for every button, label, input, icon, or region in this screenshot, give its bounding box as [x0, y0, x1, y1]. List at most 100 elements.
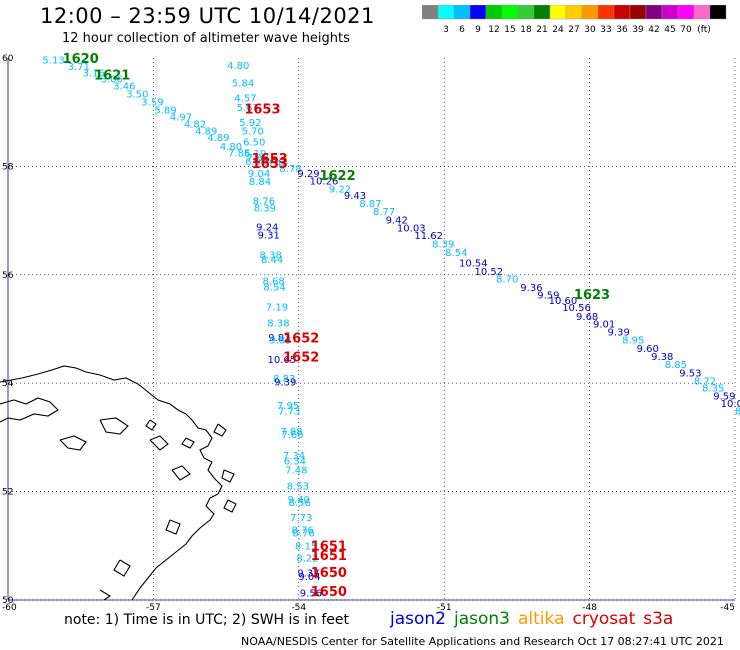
wave-height-value: 9.59 [537, 291, 559, 302]
wave-height-value: 7.88 [246, 153, 268, 164]
wave-height-value: 8.40 [266, 158, 288, 169]
wave-height-value: 4.89 [195, 126, 217, 137]
time-labels: 162016211653165316531622165216521623162-… [63, 52, 611, 600]
wave-height-value: 3.59 [141, 98, 163, 109]
legend-swatch [709, 5, 727, 20]
footer-note: note: 1) Time is in UTC; 2) SWH is in fe… [64, 612, 350, 628]
wave-height-value: 8.78 [279, 164, 301, 175]
track-nw-se: 5.13 3.713.163.063.463.503.595.894.974.82… [42, 55, 740, 417]
legend-label: 24 [552, 25, 564, 35]
wave-height-value: 9.53 [679, 369, 701, 380]
wave-height-value: 8.77 [373, 207, 395, 218]
wave-height-value: 9.68 [576, 312, 598, 323]
coastline [0, 365, 237, 601]
wave-height-value: 9.83 [269, 336, 291, 347]
wave-height-value: 8.85 [665, 360, 687, 371]
wave-height-value: 7.48 [285, 466, 307, 477]
wave-height-value: 9.56 [300, 589, 322, 600]
lon-label: -57 [146, 603, 161, 613]
satellite-s3a: s3a [643, 609, 674, 629]
pass-time-label: 1652 [283, 351, 319, 366]
pass-time-label: 1650 [311, 566, 347, 581]
wave-height-value: 5.89 [154, 105, 176, 116]
legend-label: 70 [680, 25, 692, 35]
wave-height-value: 8.76 [253, 196, 275, 207]
pass-time-label: 1623 [574, 288, 610, 303]
legend-label: 33 [600, 25, 611, 35]
wave-height-value: 11.62 [414, 231, 443, 242]
wave-height-value: 4.82 [184, 119, 206, 130]
wave-height-value: 9.39 [608, 328, 630, 339]
pass-time-label: 1650 [311, 585, 347, 600]
wave-height-value: 8.39 [254, 203, 276, 214]
wave-height-value: 9.39 [274, 377, 296, 388]
wave-height-value: 9.59 [713, 391, 735, 402]
wave-height-value: 7.66 [281, 430, 303, 441]
wave-height-value: 9.82 [268, 333, 290, 344]
wave-height-value: 8.72 [694, 376, 716, 387]
legend-label: 27 [568, 25, 579, 35]
wave-height-value: 9.04 [298, 572, 320, 583]
legend-label: 3 [443, 25, 449, 35]
wave-height-value: 8.53 [287, 481, 309, 492]
legend-label: 42 [648, 25, 659, 35]
map-subtitle: 12 hour collection of altimeter wave hei… [62, 31, 350, 46]
map-title: 12:00 – 23:59 UTC 10/14/2021 [40, 4, 375, 28]
satellite-legend: jason2 jason3 altika cryosat s3a [390, 609, 681, 629]
legend-label: 30 [584, 25, 596, 35]
pass-time-label: 1651 [311, 549, 347, 564]
lat-label: 50 [2, 596, 14, 606]
wave-height-value: 8.76 [293, 529, 315, 540]
legend-unit: (ft) [697, 25, 711, 35]
wave-height-value: 10.02 [721, 399, 740, 410]
wave-height-value: 6.19 [244, 149, 266, 160]
wave-height-value: 8.87 [359, 199, 381, 210]
wave-height-value: 7.85 [228, 149, 250, 160]
wave-height-value: 7.73 [290, 513, 312, 524]
wave-height-value: 7.34 [283, 451, 305, 462]
wave-height-value: 8.54 [263, 283, 285, 294]
pass-time-label: 1621 [94, 69, 130, 84]
wave-height-value: 10.54 [459, 259, 488, 270]
legend-label: 45 [664, 25, 675, 35]
wave-height-value: 9.04 [248, 169, 270, 180]
wave-height-value: 5.92 [239, 118, 261, 129]
wave-height-value: 10.26 [310, 176, 339, 187]
wave-height-value: 8.22 [296, 554, 318, 565]
wave-height-value: 8.83 [273, 374, 295, 385]
satellite-jason3: jason3 [454, 609, 510, 629]
wave-height-value: 8.70 [496, 274, 518, 285]
wave-height-value: 9.31 [258, 230, 280, 241]
satellite-altika: altika [518, 609, 565, 629]
legend-label: 9 [475, 25, 481, 35]
lat-label: 60 [2, 54, 14, 64]
wave-height-value: 3.46 [113, 81, 135, 92]
wave-height-value: 8.38 [267, 318, 289, 329]
wave-height-value: 9.42 [386, 215, 408, 226]
legend-label: 21 [536, 25, 547, 35]
wave-height-value: 9.38 [651, 352, 673, 363]
wave-height-value: 9.01 [593, 319, 615, 330]
wave-height-value: 4.80 [227, 61, 249, 72]
wave-height-value: 5.67 [237, 103, 259, 114]
wave-height-value: 9.43 [344, 191, 366, 202]
wave-height-value: 8.15 [295, 542, 317, 553]
pass-time-label: 1652 [283, 332, 319, 347]
wave-height-value: 8.56 [289, 498, 311, 509]
wave-height-value: 9.22 [329, 184, 351, 195]
lat-label: 52 [2, 488, 13, 498]
lon-label: -45 [720, 603, 735, 613]
legend-label: 39 [632, 25, 644, 35]
legend-label: 6 [459, 25, 465, 35]
color-legend: 3 6 9 12 15 18 21 24 27 30 33 36 39 42 45 70 (ft) [422, 5, 727, 35]
wave-height-value: 8.35 [702, 383, 724, 394]
pass-time-label: 1653 [252, 152, 288, 167]
lat-label: 58 [2, 162, 14, 172]
wave-height-value: 4.57 [234, 93, 256, 104]
wave-height-value: 9.36 [520, 283, 542, 294]
wave-height-value: 3.50 [126, 90, 148, 101]
wave-height-value: 10.03 [397, 223, 426, 234]
lon-label: -48 [582, 603, 597, 613]
lat-label: 56 [2, 271, 14, 281]
